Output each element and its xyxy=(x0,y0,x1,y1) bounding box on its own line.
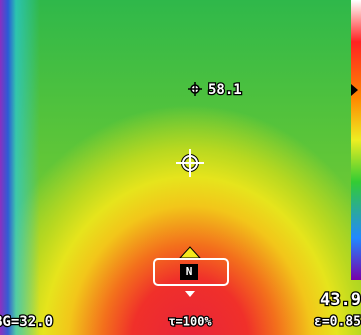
center-crosshair xyxy=(176,149,204,177)
spot-marker xyxy=(188,82,202,96)
thermal-screen: 58.1 N 43.9 BG=32.0 τ=100% ε=0.85 xyxy=(0,0,361,335)
mode-label: N xyxy=(186,265,193,278)
emissivity: ε=0.85 xyxy=(314,315,361,330)
background-temp: BG=32.0 xyxy=(0,314,53,330)
spot-temperature: 58.1 xyxy=(208,82,242,98)
down-arrow xyxy=(185,291,195,297)
transmission: τ=100% xyxy=(168,315,212,329)
warning-triangle xyxy=(180,247,200,258)
max-temperature: 43.9 xyxy=(320,290,361,310)
palette-marker xyxy=(351,84,358,96)
overlay: 58.1 N 43.9 BG=32.0 τ=100% ε=0.85 xyxy=(0,0,361,335)
